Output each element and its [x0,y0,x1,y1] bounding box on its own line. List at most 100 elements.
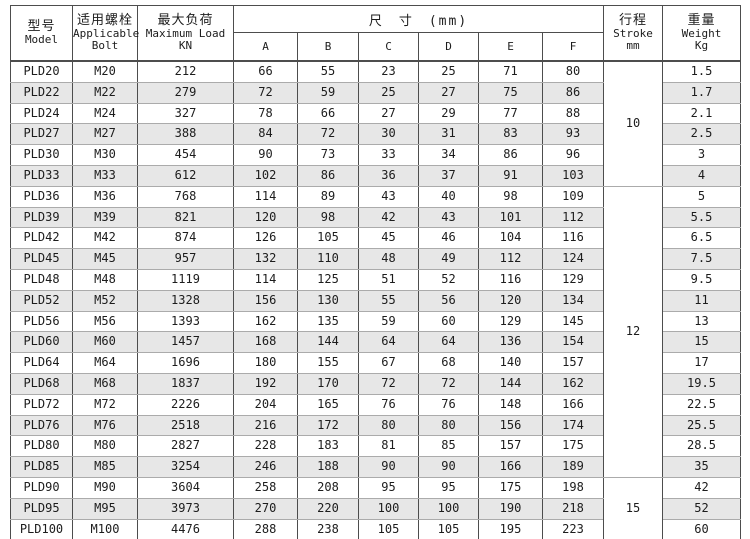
cell-dim-e: 91 [478,164,543,187]
table-row: PLD20 M20 212 66 55 23 25 71 80 10 1.5 [10,60,741,187]
col-header-weight-en1: Weight [681,27,722,40]
cell-model: PLD100 [10,518,73,539]
cell-bolt: M80 [72,435,138,458]
cell-dim-a: 246 [233,456,298,478]
cell-dim-b: 59 [297,81,359,104]
col-header-dim-a: A [233,32,298,62]
cell-dim-c: 23 [358,60,419,83]
cell-weight: 15 [662,331,741,354]
cell-dim-d: 80 [418,414,479,437]
cell-weight: 22.5 [662,393,741,416]
cell-bolt: M36 [72,185,138,208]
col-header-dim-c: C [358,32,419,62]
table-row: PLD68 M68 1837 192 170 72 72 144 162 19.5 [10,372,741,395]
table-row: PLD42 M42 874 126 105 45 46 104 116 6.5 [10,227,741,250]
cell-dim-f: 198 [542,476,604,499]
table-row: PLD33 M33 612 102 86 36 37 91 103 4 [10,164,741,187]
cell-dim-e: 75 [478,81,543,104]
cell-bolt: M39 [72,206,138,229]
cell-dim-f: 116 [542,227,604,250]
cell-model: PLD52 [10,289,73,312]
cell-max-load: 1457 [137,331,234,354]
table-row: PLD85 M85 3254 246 188 90 90 166 189 35 [10,456,741,478]
cell-dim-f: 80 [542,60,604,83]
cell-dim-a: 168 [233,331,298,354]
cell-dim-a: 102 [233,164,298,187]
cell-dim-d: 37 [418,164,479,187]
cell-dim-c: 25 [358,81,419,104]
col-header-dim-d: D [418,32,479,62]
cell-dim-a: 258 [233,476,298,499]
cell-dim-e: 83 [478,123,543,146]
cell-bolt: M76 [72,414,138,437]
cell-model: PLD30 [10,144,73,166]
col-header-stroke-en1: Stroke [613,27,653,40]
cell-model: PLD27 [10,123,73,146]
cell-model: PLD56 [10,310,73,333]
cell-stroke: 12 [603,185,663,478]
col-header-max-load-zh: 最大负荷 [157,13,214,28]
cell-model: PLD45 [10,248,73,270]
col-header-dim-f: F [542,32,604,62]
cell-bolt: M42 [72,227,138,250]
col-header-weight-en2: Kg [694,39,709,52]
cell-max-load: 3973 [137,497,234,520]
col-header-bolt: 适用螺栓 Applicable Bolt [72,5,140,62]
cell-dim-c: 45 [358,227,419,250]
cell-weight: 1.7 [662,81,741,104]
cell-dim-c: 51 [358,268,419,291]
cell-bolt: M22 [72,81,138,104]
cell-model: PLD36 [10,185,73,208]
cell-weight: 3 [662,144,741,166]
cell-dim-f: 109 [542,185,604,208]
cell-dim-a: 162 [233,310,298,333]
table-row: PLD76 M76 2518 216 172 80 80 156 174 25.5 [10,414,741,437]
table-row: PLD56 M56 1393 162 135 59 60 129 145 13 [10,310,741,333]
cell-max-load: 1119 [137,268,234,291]
cell-max-load: 821 [137,206,234,229]
cell-dim-a: 192 [233,372,298,395]
table-row: PLD39 M39 821 120 98 42 43 101 112 5.5 [10,206,741,229]
cell-dim-f: 189 [542,456,604,478]
cell-dim-c: 59 [358,310,419,333]
cell-dim-e: 148 [478,393,543,416]
cell-max-load: 279 [137,81,234,104]
cell-dim-f: 145 [542,310,604,333]
cell-dim-e: 144 [478,372,543,395]
cell-dim-e: 190 [478,497,543,520]
cell-dim-e: 156 [478,414,543,437]
cell-model: PLD68 [10,372,73,395]
col-header-bolt-en1: Applicable [73,27,140,40]
cell-dim-e: 104 [478,227,543,250]
cell-dim-d: 90 [418,456,479,478]
cell-dim-c: 36 [358,164,419,187]
cell-dim-b: 130 [297,289,359,312]
cell-max-load: 327 [137,102,234,125]
cell-dim-a: 228 [233,435,298,458]
cell-model: PLD72 [10,393,73,416]
cell-dim-b: 66 [297,102,359,125]
cell-dim-d: 105 [418,518,479,539]
col-header-dim-e: E [478,32,543,62]
cell-dim-d: 85 [418,435,479,458]
spec-table: 型号 Model 适用螺栓 Applicable Bolt 最大负荷 Maxim… [10,5,741,539]
cell-dim-a: 120 [233,206,298,229]
cell-dim-f: 223 [542,518,604,539]
cell-weight: 5 [662,185,741,208]
cell-dim-c: 64 [358,331,419,354]
cell-weight: 11 [662,289,741,312]
cell-dim-d: 46 [418,227,479,250]
cell-dim-f: 154 [542,331,604,354]
cell-dim-b: 86 [297,164,359,187]
cell-weight: 9.5 [662,268,741,291]
cell-dim-f: 175 [542,435,604,458]
cell-dim-b: 165 [297,393,359,416]
cell-dim-a: 84 [233,123,298,146]
table-row: PLD52 M52 1328 156 130 55 56 120 134 11 [10,289,741,312]
cell-weight: 35 [662,456,741,478]
cell-dim-a: 90 [233,144,298,166]
cell-dim-b: 238 [297,518,359,539]
cell-max-load: 874 [137,227,234,250]
cell-bolt: M60 [72,331,138,354]
cell-max-load: 957 [137,248,234,270]
